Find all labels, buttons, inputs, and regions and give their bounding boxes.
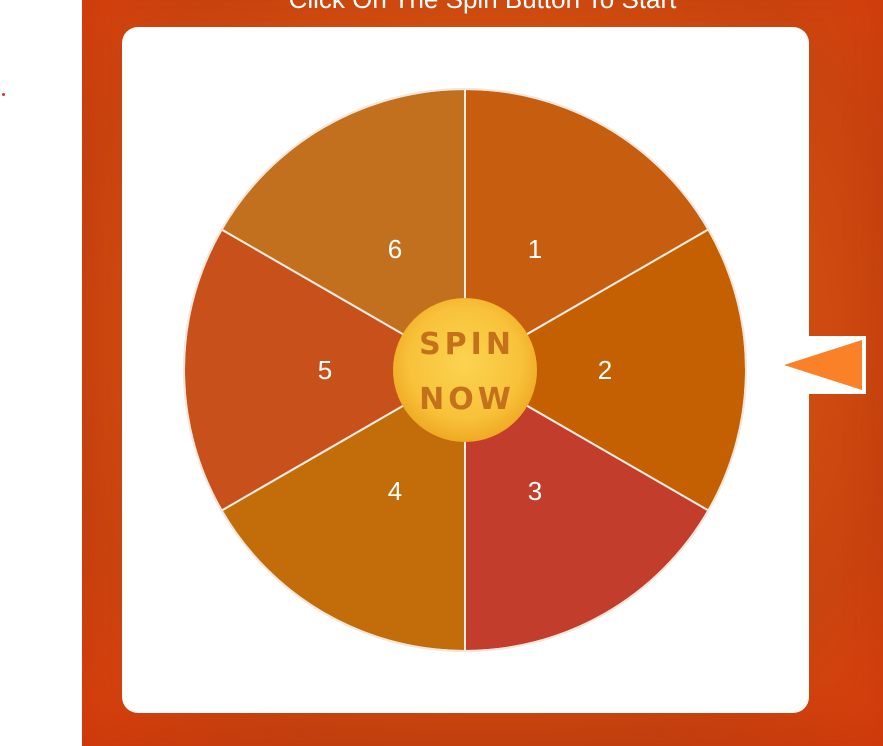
spin-button-label-line1[interactable]: SPIN bbox=[419, 327, 515, 362]
wheel-segment-label-1: 1 bbox=[528, 234, 542, 264]
arrow-left-icon bbox=[784, 336, 866, 394]
spin-wheel[interactable]: 1 2 3 4 5 6 SPIN NOW bbox=[122, 27, 809, 713]
wheel-segment-label-5: 5 bbox=[318, 355, 332, 385]
instruction-text: Click On The Spin Button To Start bbox=[82, 0, 883, 14]
spin-button-label-line2[interactable]: NOW bbox=[419, 382, 515, 417]
spin-button-circle[interactable] bbox=[393, 298, 537, 442]
wheel-segment-label-3: 3 bbox=[528, 476, 542, 506]
wheel-card: 1 2 3 4 5 6 SPIN NOW bbox=[122, 27, 809, 713]
wheel-outline bbox=[183, 88, 747, 652]
wheel-segment-label-6: 6 bbox=[388, 234, 402, 264]
game-panel: Click On The Spin Button To Start 1 2 3 4 5 6… bbox=[82, 0, 883, 746]
wheel-segment-label-2: 2 bbox=[598, 355, 612, 385]
spin-button[interactable]: SPIN NOW bbox=[393, 298, 537, 442]
wheel-segment-label-4: 4 bbox=[388, 476, 402, 506]
decorative-dot bbox=[2, 93, 5, 96]
